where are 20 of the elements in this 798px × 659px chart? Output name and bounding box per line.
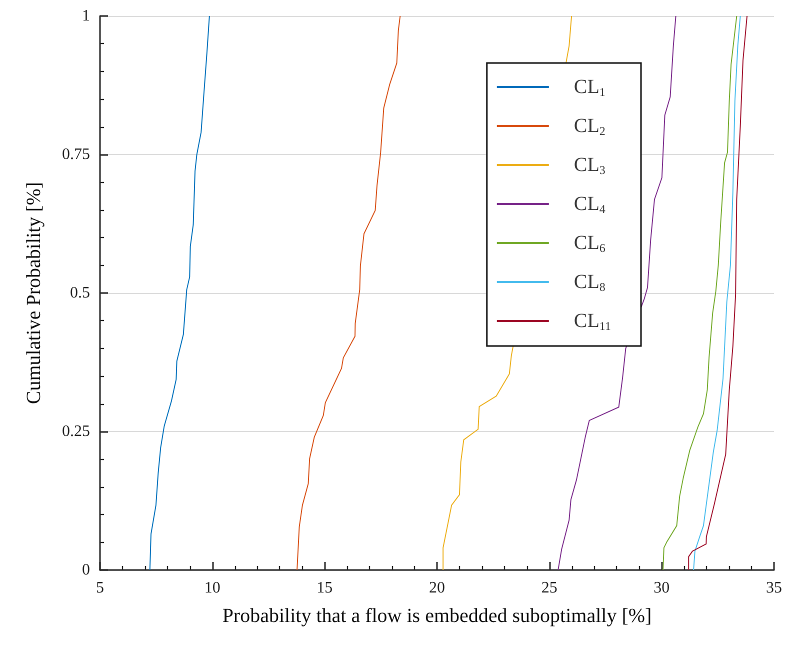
y-tick-label: 0.5	[70, 284, 90, 302]
line-series	[296, 16, 401, 570]
y-tick-label: 0.25	[62, 423, 90, 440]
x-tick-label: 5	[96, 580, 104, 596]
x-tick-label: 25	[541, 580, 558, 596]
y-tick-label: 0	[82, 562, 90, 578]
line-series	[149, 16, 210, 570]
x-tick-label: 20	[429, 580, 445, 596]
y-tick-label: 1	[82, 8, 90, 24]
line-series	[662, 16, 738, 570]
y-axis-title: Cumulative Probability [%]	[23, 182, 45, 404]
x-tick-label: 15	[316, 580, 333, 596]
x-tick-label: 10	[204, 580, 220, 596]
y-tick-label: 0.75	[62, 146, 90, 163]
x-axis-title: Probability that a flow is embedded suboptimally [%]	[222, 605, 652, 627]
x-tick-label: 35	[766, 580, 782, 596]
line-series	[693, 16, 741, 570]
line-series	[688, 16, 748, 570]
line-series	[558, 16, 676, 570]
x-tick-label: 30	[654, 580, 670, 596]
